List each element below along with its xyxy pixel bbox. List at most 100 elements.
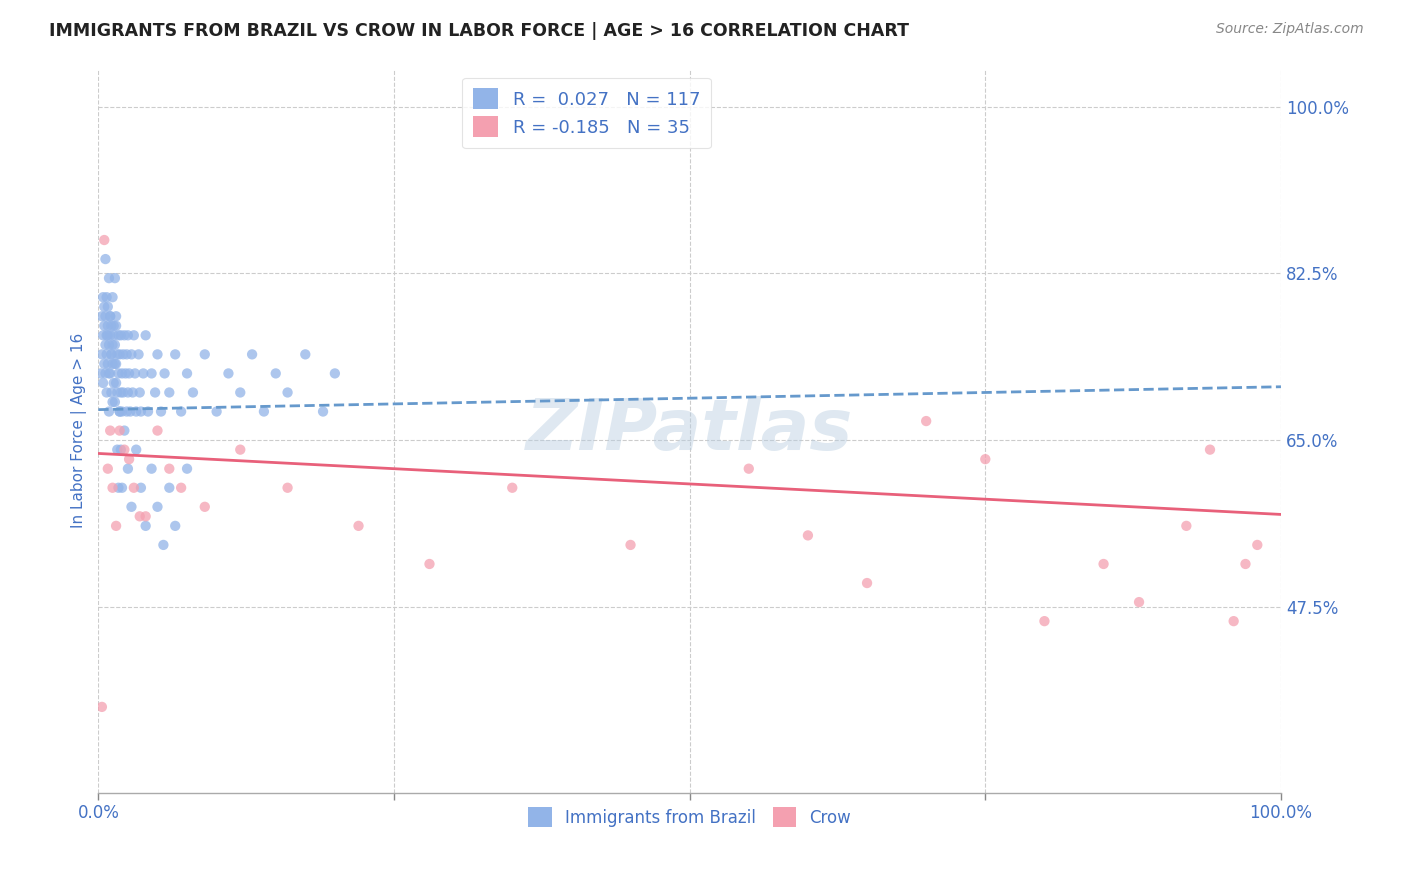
Point — [93, 318, 115, 333]
Point — [217, 367, 239, 381]
Text: ZIPatlas: ZIPatlas — [526, 396, 853, 465]
Y-axis label: In Labor Force | Age > 16: In Labor Force | Age > 16 — [72, 333, 87, 528]
Point — [150, 404, 173, 418]
Point — [229, 385, 252, 400]
Point — [97, 461, 120, 475]
Point — [91, 376, 114, 390]
Point — [1092, 557, 1115, 571]
Point — [98, 271, 121, 285]
Point — [93, 233, 115, 247]
Point — [143, 385, 166, 400]
Point — [157, 385, 180, 400]
Point — [264, 367, 287, 381]
Point — [112, 347, 135, 361]
Point — [135, 328, 157, 343]
Point — [90, 699, 112, 714]
Point — [117, 328, 139, 343]
Point — [347, 519, 370, 533]
Point — [103, 328, 125, 343]
Point — [98, 328, 121, 343]
Point — [121, 385, 143, 400]
Point — [277, 481, 299, 495]
Point — [105, 385, 128, 400]
Point — [96, 328, 118, 343]
Point — [323, 367, 346, 381]
Point — [120, 404, 142, 418]
Point — [91, 328, 114, 343]
Point — [135, 519, 157, 533]
Point — [915, 414, 938, 428]
Point — [110, 442, 132, 457]
Point — [165, 347, 187, 361]
Text: IMMIGRANTS FROM BRAZIL VS CROW IN LABOR FORCE | AGE > 16 CORRELATION CHART: IMMIGRANTS FROM BRAZIL VS CROW IN LABOR … — [49, 22, 910, 40]
Point — [856, 576, 879, 591]
Point — [312, 404, 335, 418]
Point — [253, 404, 276, 418]
Point — [141, 461, 163, 475]
Point — [91, 290, 114, 304]
Point — [121, 347, 143, 361]
Point — [1246, 538, 1268, 552]
Point — [118, 367, 141, 381]
Point — [135, 509, 157, 524]
Point — [153, 367, 176, 381]
Point — [105, 347, 128, 361]
Point — [141, 367, 163, 381]
Point — [114, 367, 136, 381]
Point — [104, 338, 127, 352]
Point — [111, 367, 134, 381]
Point — [108, 424, 131, 438]
Point — [97, 357, 120, 371]
Point — [94, 310, 117, 324]
Point — [152, 538, 174, 552]
Point — [125, 404, 148, 418]
Point — [146, 500, 169, 514]
Point — [100, 347, 122, 361]
Point — [98, 424, 121, 438]
Point — [98, 367, 121, 381]
Point — [418, 557, 440, 571]
Point — [146, 424, 169, 438]
Point — [122, 328, 145, 343]
Point — [107, 367, 129, 381]
Point — [121, 500, 143, 514]
Point — [129, 404, 152, 418]
Point — [1222, 614, 1244, 628]
Point — [136, 404, 159, 418]
Point — [90, 310, 112, 324]
Point — [97, 328, 120, 343]
Point — [112, 442, 135, 457]
Point — [97, 300, 120, 314]
Point — [103, 376, 125, 390]
Point — [165, 519, 187, 533]
Point — [90, 347, 112, 361]
Point — [98, 367, 121, 381]
Point — [93, 300, 115, 314]
Point — [101, 481, 124, 495]
Point — [738, 461, 761, 475]
Point — [176, 461, 198, 475]
Point — [94, 252, 117, 266]
Point — [101, 357, 124, 371]
Point — [105, 318, 128, 333]
Point — [110, 385, 132, 400]
Point — [103, 318, 125, 333]
Point — [107, 481, 129, 495]
Point — [90, 367, 112, 381]
Point — [100, 385, 122, 400]
Point — [108, 347, 131, 361]
Point — [112, 424, 135, 438]
Point — [105, 519, 128, 533]
Point — [1175, 519, 1198, 533]
Point — [117, 461, 139, 475]
Point — [125, 442, 148, 457]
Point — [205, 404, 228, 418]
Point — [115, 404, 138, 418]
Point — [112, 385, 135, 400]
Point — [98, 338, 121, 352]
Point — [129, 481, 152, 495]
Point — [112, 328, 135, 343]
Point — [108, 404, 131, 418]
Point — [797, 528, 820, 542]
Point — [111, 481, 134, 495]
